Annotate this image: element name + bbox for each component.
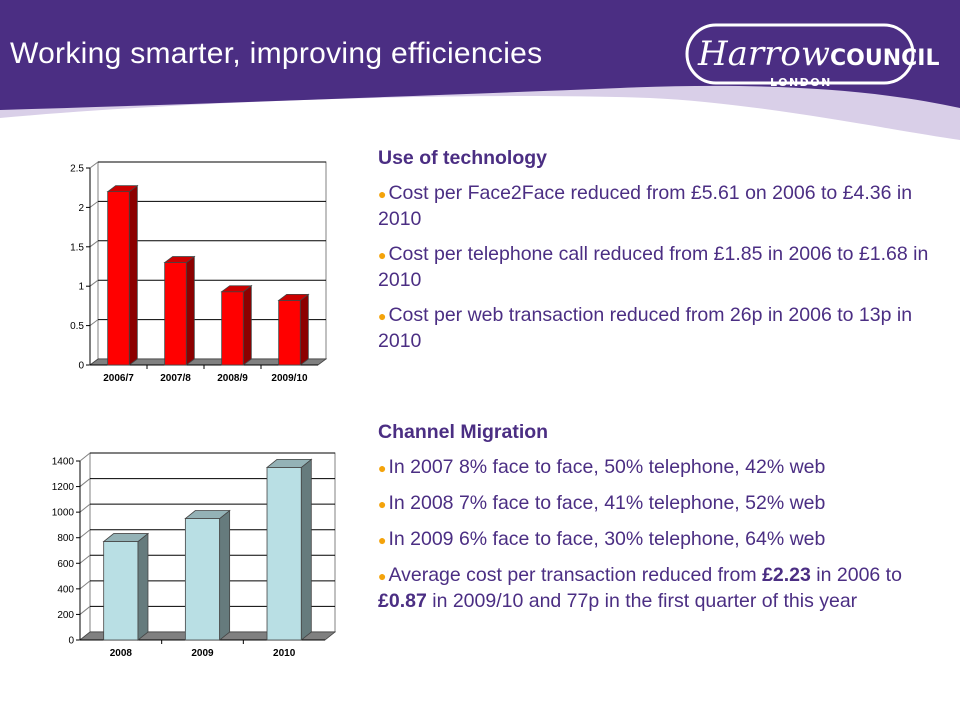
list-item: ● Cost per telephone call reduced from £1… xyxy=(378,242,938,293)
slide-header: Working smarter, improving efficiencies … xyxy=(0,0,960,140)
bar-top xyxy=(106,185,139,193)
list-item-text: in 2006 to xyxy=(810,564,902,586)
y-tick-label: 800 xyxy=(57,533,74,544)
list-item: ● In 2007 8% face to face, 50% telephone,… xyxy=(378,455,938,481)
bar-top xyxy=(277,293,310,301)
new-cost-value: £0.87 xyxy=(378,590,427,612)
bar-side xyxy=(242,284,252,366)
x-tick-label: 2009 xyxy=(191,648,214,659)
gridline-side xyxy=(89,240,99,248)
y-tick-label: 0 xyxy=(68,636,74,647)
y-tick-label: 1400 xyxy=(52,457,75,468)
y-tick-label: 200 xyxy=(57,610,74,621)
section-heading: Channel Migration xyxy=(378,421,549,443)
list-item: ● Cost per web transaction reduced from 2… xyxy=(378,303,938,354)
list-item: ● Cost per Face2Face reduced from £5.61 o… xyxy=(378,181,938,232)
bar-side xyxy=(128,184,138,366)
gridline-side xyxy=(79,580,91,590)
y-tick-label: 1.5 xyxy=(70,242,84,253)
section-heading: Use of technology xyxy=(378,147,548,169)
bullet-icon: ● xyxy=(378,308,387,324)
list-item-text: In 2009 6% face to face, 30% telephone, … xyxy=(388,528,826,550)
x-tick-label: 2008 xyxy=(110,648,133,659)
bullet-icon: ● xyxy=(378,247,387,263)
use-of-technology-section: Use of technology ● Cost per Face2Face re… xyxy=(378,146,938,364)
gridline-side xyxy=(79,606,91,615)
bar-side xyxy=(219,509,231,641)
gridline-side xyxy=(79,554,91,564)
bar xyxy=(278,299,301,366)
logo-outline xyxy=(685,23,915,85)
bar-top xyxy=(163,256,196,263)
list-item-text: Cost per Face2Face reduced from £5.61 on… xyxy=(378,182,913,230)
bar-top xyxy=(184,510,231,519)
y-tick-label: 0.5 xyxy=(70,321,84,332)
list-item-text: Average cost per transaction reduced fro… xyxy=(388,564,763,586)
list-item-text: in 2009/10 and 77p in the first quarter … xyxy=(426,590,858,612)
bar-side xyxy=(299,293,309,366)
y-tick-label: 600 xyxy=(57,559,74,570)
gridline-side xyxy=(89,319,99,327)
x-tick-label: 2009/10 xyxy=(271,373,308,384)
bar xyxy=(164,262,187,366)
gridline-side xyxy=(89,161,99,169)
gridline-side xyxy=(79,529,91,539)
bar xyxy=(221,291,244,366)
old-cost-value: £2.23 xyxy=(762,564,811,586)
bar-top xyxy=(220,285,253,293)
x-tick-label: 2006/7 xyxy=(103,373,134,384)
y-tick-label: 1000 xyxy=(52,508,75,519)
list-item: ● Average cost per transaction reduced fr… xyxy=(378,563,938,614)
y-tick-label: 0 xyxy=(78,361,84,372)
bullet-icon: ● xyxy=(378,532,387,548)
bar xyxy=(266,466,302,641)
list-item-text: In 2008 7% face to face, 41% telephone, … xyxy=(388,492,826,514)
logo-sub-text: LONDON xyxy=(770,76,832,89)
gridline-side xyxy=(89,201,99,208)
harrow-council-logo: HarrowCOUNCIL LONDON xyxy=(684,22,939,98)
x-tick-label: 2008/9 xyxy=(217,373,248,384)
bar-top xyxy=(265,458,313,468)
list-item-text: Cost per web transaction reduced from 26… xyxy=(378,304,913,352)
gridline-side xyxy=(79,503,91,513)
list-item: ● In 2009 6% face to face, 30% telephone,… xyxy=(378,527,938,553)
list-item-text: In 2007 8% face to face, 50% telephone, … xyxy=(388,456,826,478)
bar-side xyxy=(185,255,195,366)
x-tick-label: 2007/8 xyxy=(160,373,191,384)
gridline-side xyxy=(79,478,91,487)
y-tick-label: 1 xyxy=(78,282,84,293)
bullet-icon: ● xyxy=(378,186,387,202)
channel-migration-section: Channel Migration ● In 2007 8% face to fa… xyxy=(378,420,938,624)
bar-side xyxy=(300,458,312,641)
slide-title: Working smarter, improving efficiencies xyxy=(10,37,543,70)
bar xyxy=(103,541,139,641)
y-tick-label: 2.5 xyxy=(70,164,84,175)
cost-bar-chart: 0 0.5 1 1.5 2 2.5 2006/7 2007/8 2008/9 2009/10 xyxy=(70,161,328,384)
y-tick-label: 400 xyxy=(57,584,74,595)
bullet-icon: ● xyxy=(378,496,387,512)
logo-main-text: Harrow xyxy=(698,34,830,74)
bar-side xyxy=(137,532,149,641)
x-tick-label: 2010 xyxy=(273,648,296,659)
y-tick-label: 2 xyxy=(78,203,84,214)
y-tick-label: 1200 xyxy=(52,482,75,493)
bullet-icon: ● xyxy=(378,568,387,584)
bullet-icon: ● xyxy=(378,460,387,476)
gridline-side xyxy=(89,279,99,287)
bar xyxy=(184,518,221,641)
bar-top xyxy=(102,533,150,542)
logo-text: HarrowCOUNCIL xyxy=(698,34,939,74)
list-item: ● In 2008 7% face to face, 41% telephone,… xyxy=(378,491,938,517)
logo-council-text: COUNCIL xyxy=(830,46,940,71)
list-item-text: Cost per telephone call reduced from £1.… xyxy=(378,243,929,291)
bar xyxy=(107,191,130,366)
transactions-bar-chart: 0 200 400 600 800 1000 1200 1400 2008 2009 2010 xyxy=(52,452,337,659)
gridline-side xyxy=(79,452,91,462)
